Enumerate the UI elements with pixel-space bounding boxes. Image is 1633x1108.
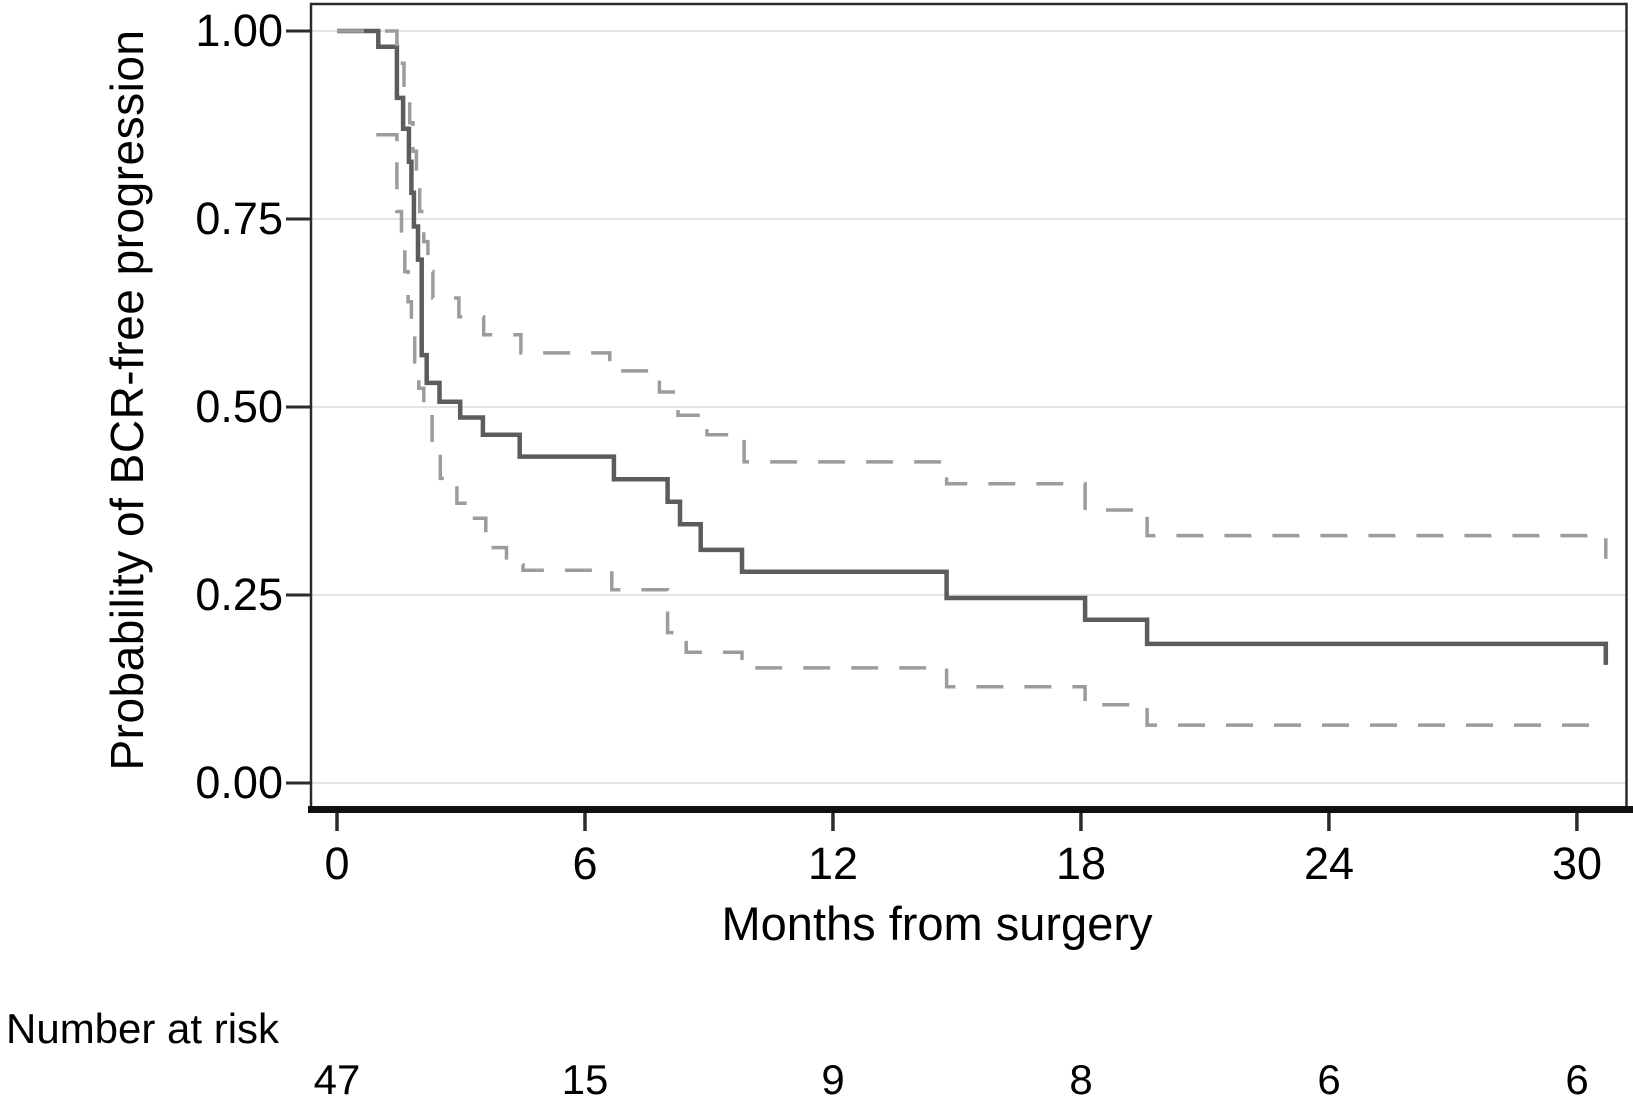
risk-count-month-12: 9 [821,1056,845,1103]
lower-ci-curve [376,133,1604,734]
y-tick-label-0.25: 0.25 [195,569,283,620]
y-tick-label-1.00: 1.00 [195,5,283,56]
risk-count-month-30: 6 [1565,1056,1589,1103]
y-tick-label-0.50: 0.50 [195,381,283,432]
x-tick-label-12: 12 [807,838,859,889]
risk-count-month-24: 6 [1317,1056,1341,1103]
x-tick-label-24: 24 [1303,838,1355,889]
km-curve [337,28,1609,665]
y-axis-title: Probability of BCR-free progression [101,29,153,771]
x-tick-label-30: 30 [1551,838,1603,889]
x-tick-label-18: 18 [1055,838,1107,889]
risk-count-month-6: 15 [561,1056,609,1103]
risk-count-month-18: 8 [1069,1056,1093,1103]
x-axis-title: Months from surgery [721,897,1153,950]
y-tick-label-0.00: 0.00 [195,757,283,808]
risk-count-month-0: 47 [313,1056,361,1103]
x-tick-label-0: 0 [324,838,350,889]
x-tick-label-6: 6 [572,838,598,889]
y-tick-label-0.75: 0.75 [195,193,283,244]
upper-ci-curve [337,29,1608,559]
number-at-risk-label: Number at risk [6,1005,280,1052]
